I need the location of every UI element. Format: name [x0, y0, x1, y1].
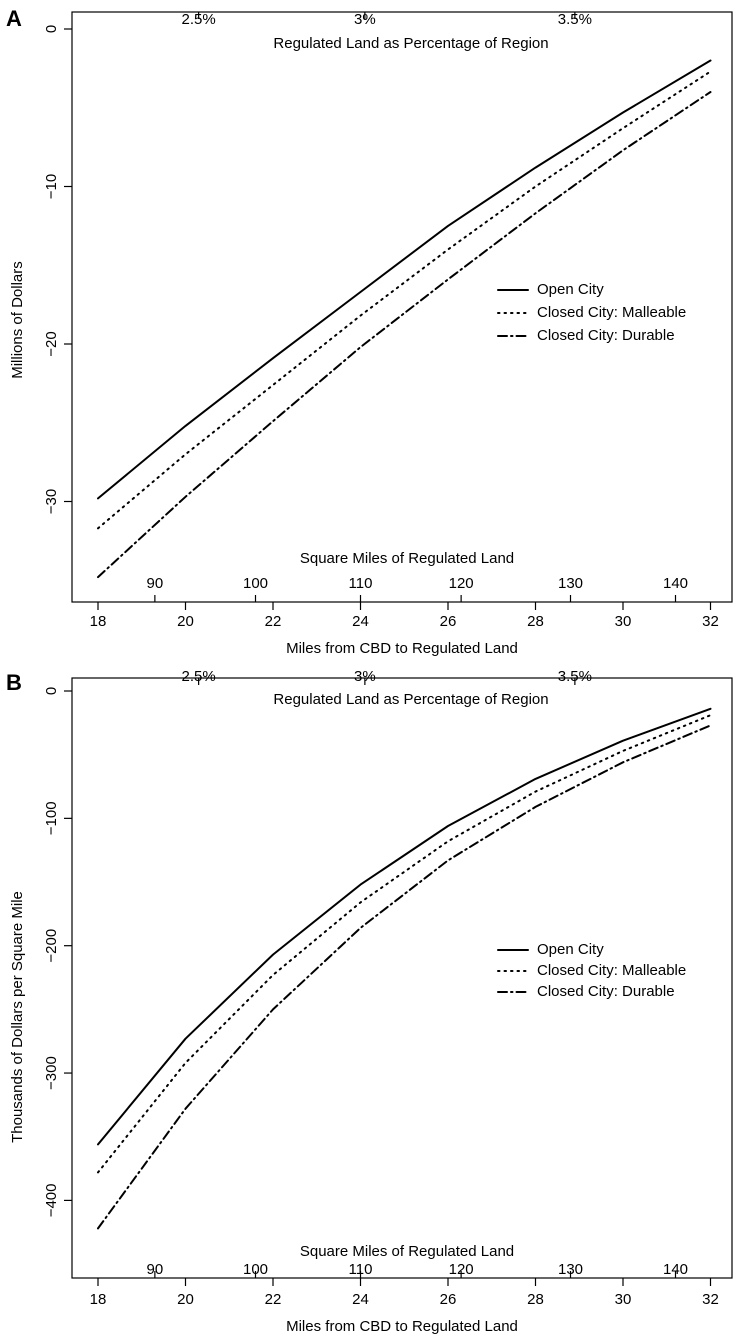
legend-label: Open City — [537, 281, 604, 298]
top-axis-title: Regulated Land as Percentage of Region — [273, 35, 548, 52]
series-line-dashdot — [97, 724, 712, 1230]
plot-frame — [71, 11, 733, 603]
x-tick-label: 18 — [90, 1291, 107, 1308]
y-tick-label: −100 — [43, 801, 60, 835]
legend-label: Closed City: Durable — [537, 983, 675, 1000]
inner-axis-tick-label: 90 — [147, 1261, 164, 1278]
top-axis-tick-label: 2.5% — [182, 11, 216, 28]
chart-svg-a: 0 −10 −20 −30 Millions of Dollars 18 20 22 24 26 2… — [9, 11, 733, 657]
series-line-dashdot — [97, 91, 712, 579]
inner-axis-tick-label: 90 — [147, 575, 164, 592]
inner-axis-tick-label: 130 — [558, 575, 583, 592]
inner-axis-tick-label: 110 — [349, 575, 373, 592]
x-tick-label: 24 — [352, 1291, 369, 1308]
inner-axis-tick-label: 100 — [243, 575, 268, 592]
chart-panel-a: A 0 −10 −20 −30 Millions of Dollars 18 20 22 24 2… — [0, 0, 736, 665]
x-tick-label: 18 — [90, 613, 107, 630]
legend-label: Closed City: Malleable — [537, 962, 686, 979]
top-axis-tick-label: 3.5% — [558, 11, 592, 28]
y-tick-label: 0 — [43, 25, 60, 33]
x-tick-label: 28 — [527, 613, 544, 630]
chart-panel-b: B 0 −100 −200 −300 −400 Thousands of Dollars … — [0, 665, 736, 1343]
legend-label: Open City — [537, 941, 604, 958]
x-tick-label: 32 — [702, 613, 719, 630]
top-axis-tick-label: 3% — [354, 668, 376, 685]
top-axis-tick-label: 3.5% — [558, 668, 592, 685]
x-tick-label: 28 — [527, 1291, 544, 1308]
x-tick-label: 24 — [352, 613, 369, 630]
legend-label: Closed City: Malleable — [537, 304, 686, 321]
panel-label-a: A — [6, 6, 22, 31]
panel-label-b: B — [6, 670, 22, 695]
inner-axis-title: Square Miles of Regulated Land — [300, 1243, 514, 1260]
y-tick-label: −200 — [43, 929, 60, 963]
series-line-solid — [97, 59, 712, 500]
x-tick-label: 26 — [440, 1291, 457, 1308]
y-axis-title: Thousands of Dollars per Square Mile — [9, 891, 26, 1143]
x-tick-label: 32 — [702, 1291, 719, 1308]
x-tick-label: 26 — [440, 613, 457, 630]
inner-axis-tick-label: 120 — [449, 1261, 474, 1278]
inner-axis-tick-label: 140 — [663, 575, 688, 592]
x-tick-label: 20 — [177, 1291, 194, 1308]
y-tick-label: −300 — [43, 1056, 60, 1090]
inner-axis-tick-label: 140 — [663, 1261, 688, 1278]
x-tick-label: 22 — [265, 613, 282, 630]
top-axis-tick-label: 3% — [354, 11, 376, 28]
x-tick-label: 20 — [177, 613, 194, 630]
y-tick-label: −10 — [43, 174, 60, 199]
y-axis-title: Millions of Dollars — [9, 261, 26, 379]
inner-axis-title: Square Miles of Regulated Land — [300, 550, 514, 567]
inner-axis-tick-label: 130 — [558, 1261, 583, 1278]
top-axis-title: Regulated Land as Percentage of Region — [273, 691, 548, 708]
plot-frame — [71, 677, 733, 1279]
series-line-dotted — [97, 70, 712, 530]
x-tick-label: 22 — [265, 1291, 282, 1308]
inner-axis-tick-label: 120 — [449, 575, 474, 592]
x-tick-label: 30 — [615, 1291, 632, 1308]
series-line-solid — [97, 707, 712, 1146]
y-tick-label: −20 — [43, 331, 60, 356]
top-axis-tick-label: 2.5% — [182, 668, 216, 685]
y-tick-label: −30 — [43, 489, 60, 514]
series-line-dotted — [97, 714, 712, 1174]
x-axis-title: Miles from CBD to Regulated Land — [286, 640, 518, 657]
inner-axis-tick-label: 100 — [243, 1261, 268, 1278]
y-tick-label: −400 — [43, 1184, 60, 1218]
x-axis-title: Miles from CBD to Regulated Land — [286, 1318, 518, 1335]
x-tick-label: 30 — [615, 613, 632, 630]
y-tick-label: 0 — [43, 687, 60, 695]
legend-label: Closed City: Durable — [537, 327, 675, 344]
inner-axis-tick-label: 110 — [349, 1261, 373, 1278]
chart-svg-b: 0 −100 −200 −300 −400 Thousands of Dollars pe… — [9, 668, 733, 1335]
